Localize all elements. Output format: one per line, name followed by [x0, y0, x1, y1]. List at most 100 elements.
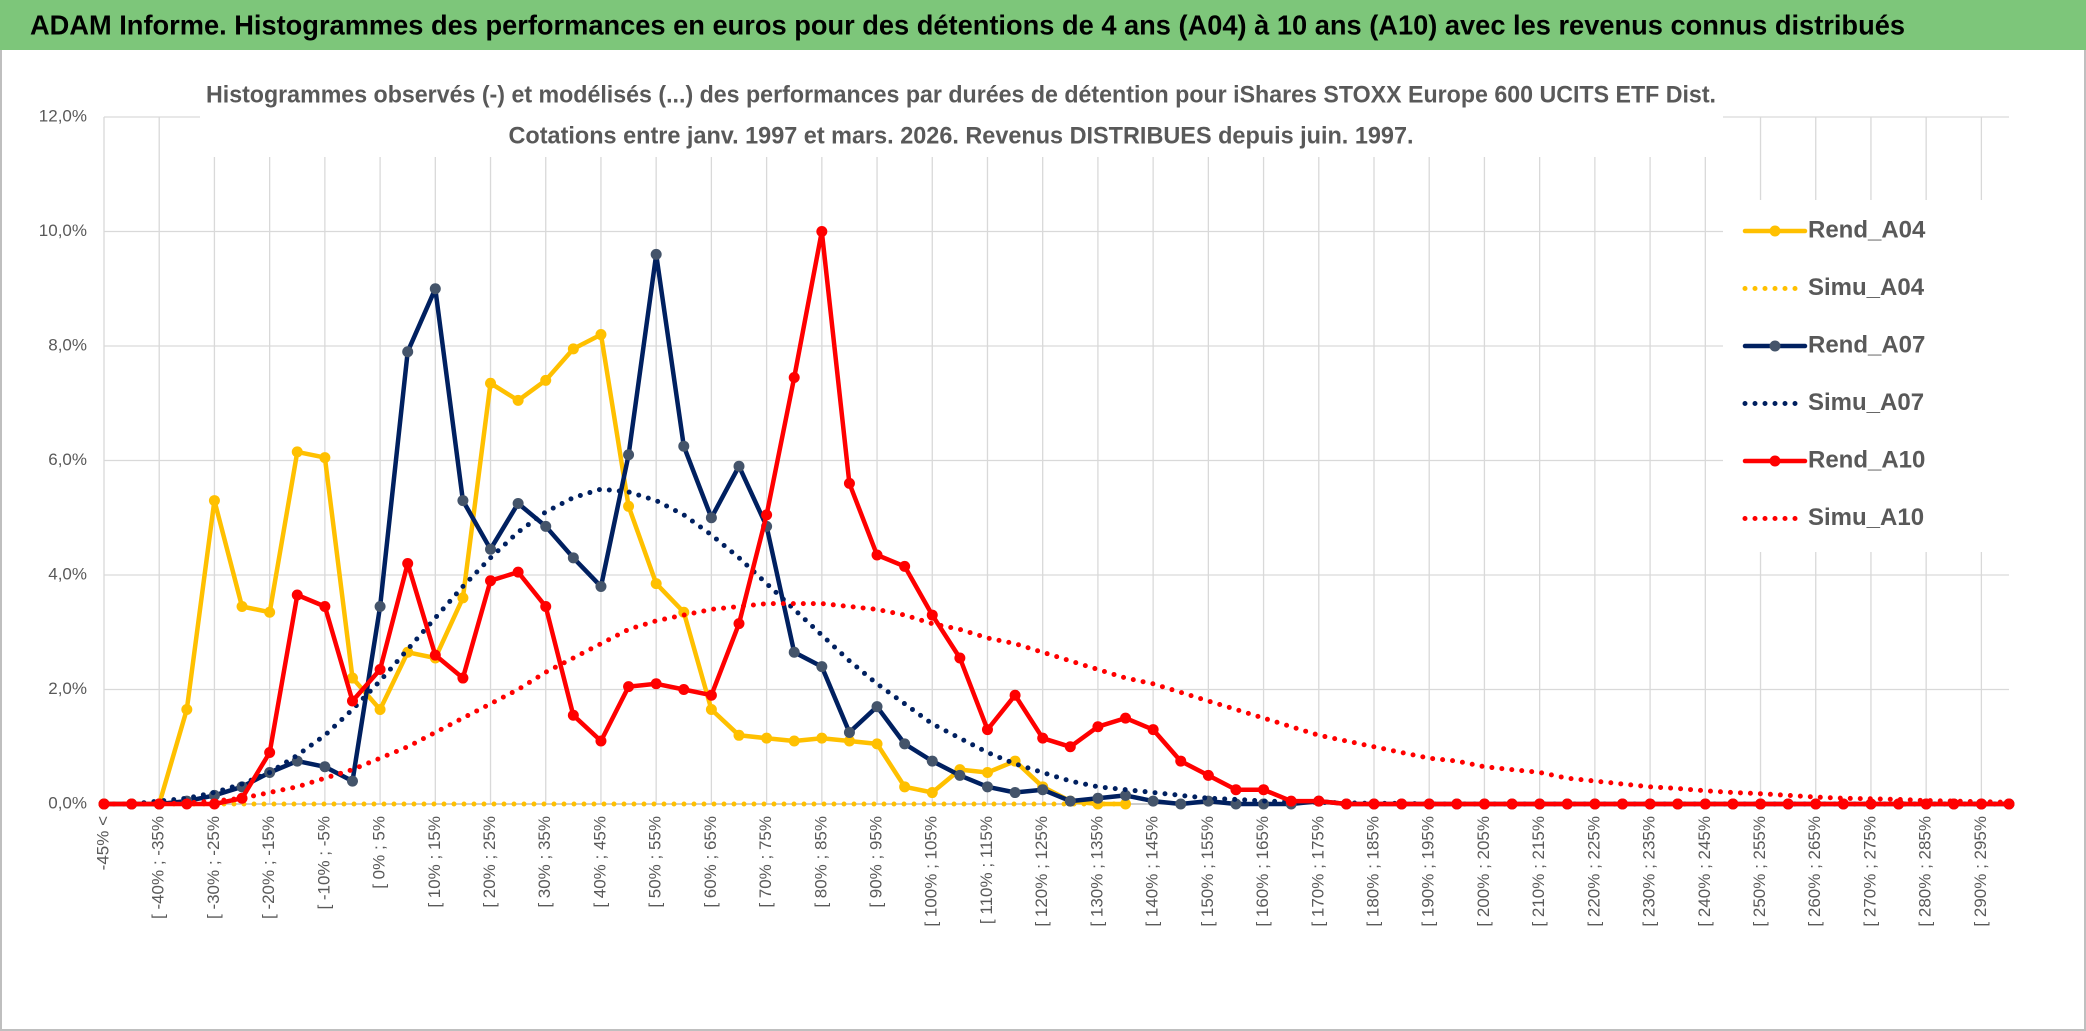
x-tick-label: [ 170% ; 175% — [1308, 816, 1327, 927]
point — [264, 746, 276, 758]
point — [623, 449, 635, 461]
point — [595, 329, 607, 341]
y-tick-label: 2,0% — [48, 679, 87, 698]
point — [485, 543, 497, 555]
x-tick-label: [ 290% ; 295% — [1971, 816, 1990, 927]
x-tick-label: -45% < — [93, 816, 112, 870]
y-tick-label: 10,0% — [39, 221, 87, 240]
point — [871, 549, 883, 561]
point — [595, 735, 607, 747]
point — [705, 704, 717, 716]
point — [1368, 798, 1380, 810]
point — [788, 735, 800, 747]
point — [843, 726, 855, 738]
point — [1755, 798, 1767, 810]
legend-marker — [1769, 225, 1781, 237]
point — [1396, 798, 1408, 810]
point — [374, 600, 386, 612]
point — [1175, 798, 1187, 810]
point — [1451, 798, 1463, 810]
point — [1092, 792, 1104, 804]
point — [705, 689, 717, 701]
point — [1506, 798, 1518, 810]
y-tick-label: 8,0% — [48, 335, 87, 354]
point — [650, 248, 662, 260]
legend-label: Rend_A07 — [1808, 331, 1925, 358]
point — [1064, 741, 1076, 753]
point — [678, 684, 690, 695]
x-tick-label: [ 180% ; 185% — [1363, 816, 1382, 927]
x-tick-label: [ 220% ; 225% — [1584, 816, 1603, 927]
point — [512, 566, 524, 578]
point — [1865, 798, 1877, 810]
point — [871, 701, 883, 713]
point — [181, 704, 193, 716]
point — [733, 618, 745, 630]
legend-label: Simu_A07 — [1808, 389, 1924, 416]
point — [153, 798, 165, 810]
x-tick-label: [ 270% ; 275% — [1860, 816, 1879, 927]
point — [567, 552, 579, 564]
x-tick-label: [ 100% ; 105% — [922, 816, 941, 927]
series-line — [101, 486, 2012, 807]
point — [926, 755, 938, 767]
subtitle: Cotations entre janv. 1997 et mars. 2026… — [509, 122, 1414, 149]
point — [1423, 798, 1435, 810]
point — [346, 775, 358, 787]
point — [843, 477, 855, 489]
point — [319, 452, 331, 464]
point — [457, 495, 469, 507]
x-tick-label: [ 250% ; 255% — [1750, 816, 1769, 927]
x-tick-label: [ -40% ; -35% — [149, 816, 168, 919]
point — [1258, 784, 1270, 796]
x-tick-label: [ -10% ; -5% — [314, 816, 333, 910]
x-tick-label: [ 40% ; 45% — [590, 816, 609, 908]
x-tick-label: [ 230% ; 235% — [1640, 816, 1659, 927]
x-tick-label: [ 260% ; 265% — [1805, 816, 1824, 927]
point — [843, 735, 855, 747]
subtitle-box — [200, 73, 1723, 157]
point — [2003, 798, 2015, 810]
point — [954, 652, 966, 664]
point — [457, 672, 469, 684]
point — [1092, 721, 1104, 733]
x-tick-label: [ 140% ; 145% — [1143, 816, 1162, 927]
point — [623, 681, 635, 693]
point — [1672, 798, 1684, 810]
point — [788, 646, 800, 658]
point — [623, 500, 635, 512]
point — [1810, 798, 1822, 810]
x-tick-label: [ 190% ; 195% — [1419, 816, 1438, 927]
x-tick-label: [ 30% ; 35% — [535, 816, 554, 908]
legend-label: Rend_A04 — [1808, 216, 1926, 243]
x-tick-label: [ 150% ; 155% — [1198, 816, 1217, 927]
x-tick-label: [ 120% ; 125% — [1032, 816, 1051, 927]
x-tick-label: [ 210% ; 215% — [1529, 816, 1548, 927]
point — [1534, 798, 1546, 810]
point — [1147, 795, 1159, 807]
x-tick-label: [ 70% ; 75% — [756, 816, 775, 908]
point — [899, 738, 911, 750]
point — [1285, 795, 1297, 807]
point — [319, 761, 331, 773]
x-tick-label: [ 0% ; 5% — [370, 816, 389, 889]
subtitle: Histogrammes observés (-) et modélisés (… — [206, 81, 1716, 108]
x-tick-label: [ 160% ; 165% — [1253, 816, 1272, 927]
point — [291, 589, 303, 601]
point — [1561, 798, 1573, 810]
point — [678, 440, 690, 452]
y-tick-label: 6,0% — [48, 450, 87, 469]
point — [540, 374, 552, 386]
point — [236, 600, 248, 612]
point — [981, 767, 993, 779]
point — [871, 738, 883, 750]
legend-label: Simu_A10 — [1808, 504, 1924, 531]
legend-label: Rend_A10 — [1808, 446, 1925, 473]
point — [1616, 798, 1628, 810]
point — [1340, 798, 1352, 810]
legend-marker — [1769, 455, 1781, 467]
point — [1644, 798, 1656, 810]
point — [540, 600, 552, 612]
point — [540, 520, 552, 532]
